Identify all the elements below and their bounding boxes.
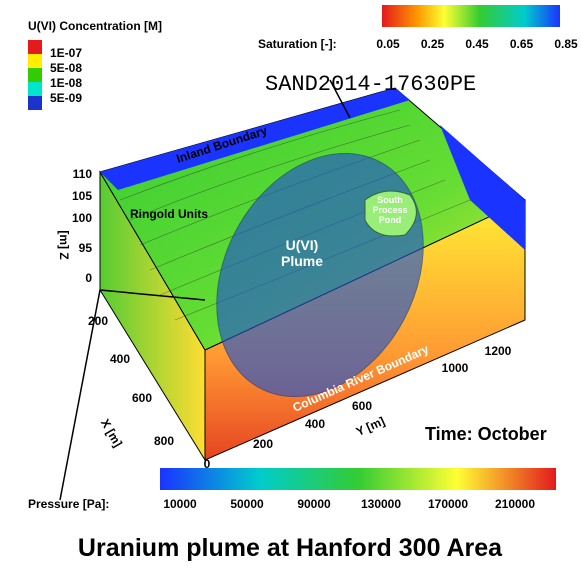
pressure-label: Pressure [Pa]: xyxy=(28,497,109,511)
y-tick: 1000 xyxy=(442,361,469,375)
pressure-tick: 50000 xyxy=(230,497,264,511)
legend-entry: 1E-08 xyxy=(50,76,82,90)
saturation-tick: 0.45 xyxy=(465,37,489,51)
annotation: Time: October xyxy=(425,424,547,444)
x-tick: 400 xyxy=(110,352,130,366)
saturation-tick: 0.05 xyxy=(376,37,400,51)
x-tick: 600 xyxy=(132,391,152,405)
saturation-ticks: 0.05 0.25 0.45 0.65 0.85 xyxy=(376,37,578,51)
y-tick: 1200 xyxy=(485,344,512,358)
inland-strip xyxy=(100,88,410,190)
legend-swatch xyxy=(28,96,42,110)
legend-swatch xyxy=(28,68,42,82)
annotation: Pond xyxy=(379,215,402,225)
y-tick: 600 xyxy=(352,399,372,413)
pressure-tick: 210000 xyxy=(495,497,535,511)
z-tick: 100 xyxy=(72,211,92,225)
saturation-label: Saturation [-]: xyxy=(258,37,337,51)
pond xyxy=(364,190,417,237)
legend-swatch xyxy=(28,40,42,54)
saturation-tick: 0.25 xyxy=(421,37,445,51)
saturation-tick: 0.85 xyxy=(554,37,578,51)
y-tick: 200 xyxy=(253,437,273,451)
river-strip xyxy=(440,125,525,250)
legend-swatch xyxy=(28,54,42,68)
x-axis-label: X [m] xyxy=(98,417,125,450)
y-axis-label: Y [m] xyxy=(354,414,387,439)
y-tick: 400 xyxy=(305,417,325,431)
pressure-tick: 10000 xyxy=(163,497,197,511)
caption: Uranium plume at Hanford 300 Area xyxy=(78,534,503,562)
annotation: Plume xyxy=(281,253,323,269)
z-axis-label: [m] Z xyxy=(57,230,71,259)
z-tick: 110 xyxy=(73,167,93,181)
pressure-colorbar xyxy=(160,468,556,490)
annotation: Ringold Units xyxy=(130,207,208,221)
legend-swatch xyxy=(28,82,42,96)
leader-line xyxy=(99,289,206,301)
annotation: Process xyxy=(372,205,407,215)
legend-title: U(VI) Concentration [M] xyxy=(28,19,162,33)
leader-line xyxy=(59,289,101,501)
z-tick: 95 xyxy=(79,241,93,255)
pressure-tick: 170000 xyxy=(428,497,468,511)
pressure-tick: 130000 xyxy=(361,497,401,511)
saturation-colorbar xyxy=(382,5,560,27)
axis-ticks: 110 105 100 95 0 200 400 600 800 0 200 400 600 1000 12… xyxy=(72,167,512,471)
x-tick: 200 xyxy=(88,314,108,328)
legend-entry: 5E-08 xyxy=(50,61,82,75)
annotation: U(VI) xyxy=(286,237,319,253)
legend-entry: 1E-07 xyxy=(50,46,82,60)
saturation-tick: 0.65 xyxy=(510,37,534,51)
z-tick: 0 xyxy=(85,271,92,285)
legend-entry: 5E-09 xyxy=(50,91,82,105)
pressure-tick: 90000 xyxy=(297,497,331,511)
arrow xyxy=(329,79,351,119)
z-tick: 105 xyxy=(72,189,92,203)
y-tick: 0 xyxy=(204,457,211,471)
x-tick: 800 xyxy=(154,434,174,448)
stamp: SAND2014-17630PE xyxy=(265,72,476,97)
pressure-ticks: 10000 50000 90000 130000 170000 210000 xyxy=(163,497,535,511)
annotation: South xyxy=(377,195,403,205)
